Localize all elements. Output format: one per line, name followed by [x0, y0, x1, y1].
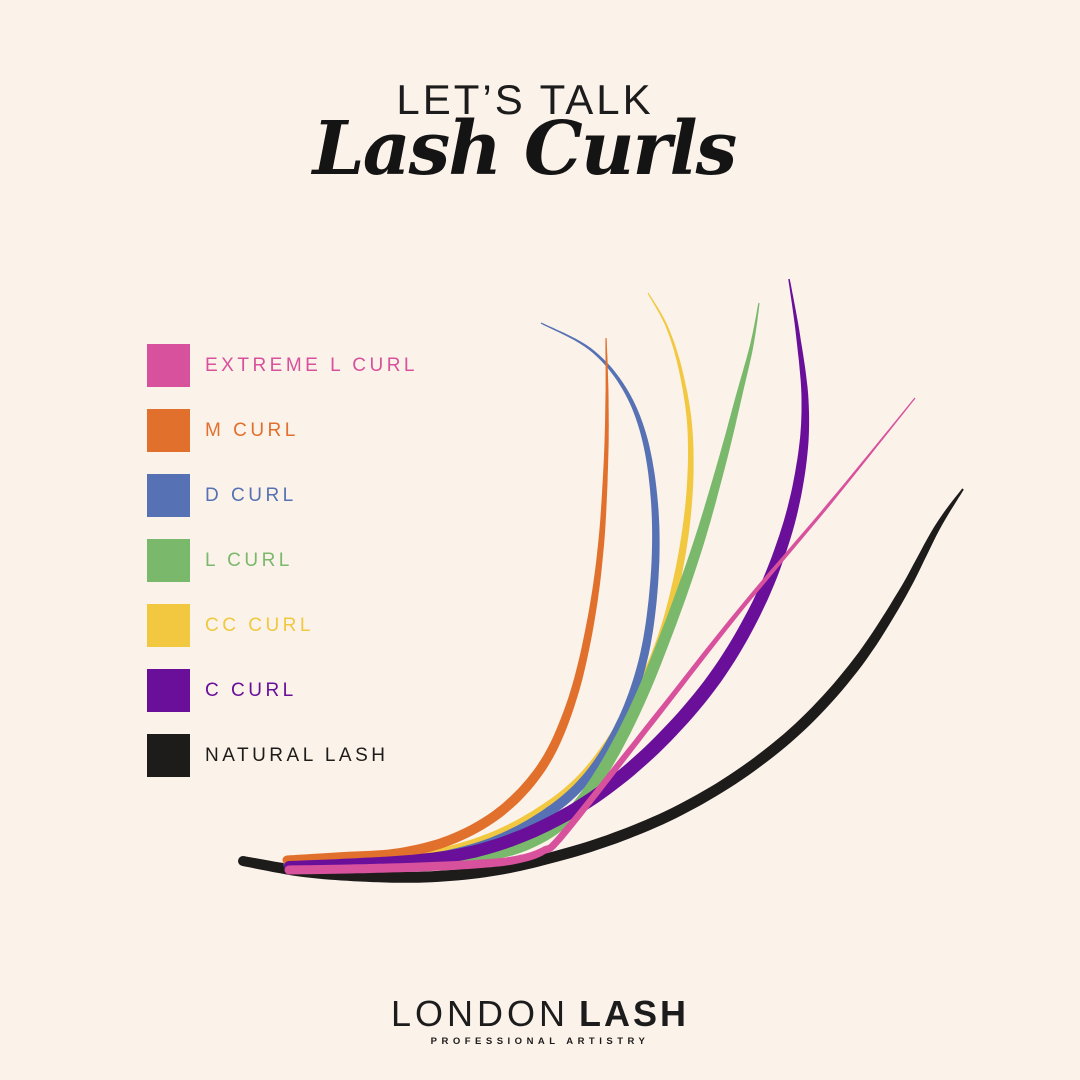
legend-label-cc-curl: CC CURL [205, 614, 314, 636]
legend-item-natural-lash: NATURAL LASH [147, 734, 418, 777]
legend-label-natural-lash: NATURAL LASH [205, 744, 389, 766]
brand-name-london: LONDON [390, 993, 570, 1034]
legend-label-c-curl: C CURL [205, 679, 297, 701]
legend-swatch-c-curl [147, 669, 190, 712]
legend-item-l-curl: L CURL [147, 539, 418, 582]
legend-item-m-curl: M CURL [147, 409, 418, 452]
legend-label-m-curl: M CURL [205, 419, 299, 441]
brand-logo: LONDON LASH PROFESSIONAL ARTISTRY [0, 996, 1080, 1048]
legend-swatch-extreme-l-curl [147, 344, 190, 387]
brand-name: LONDON LASH [0, 996, 1080, 1032]
brand-name-lash: LASH [579, 993, 690, 1034]
lash-base-cap-natural-lash [238, 856, 248, 866]
legend-label-d-curl: D CURL [205, 484, 297, 506]
legend-item-d-curl: D CURL [147, 474, 418, 517]
title-eyebrow: LET’S TALK [396, 76, 654, 123]
legend-swatch-l-curl [147, 539, 190, 582]
legend-swatch-d-curl [147, 474, 190, 517]
legend-swatch-m-curl [147, 409, 190, 452]
legend-item-cc-curl: CC CURL [147, 604, 418, 647]
legend-swatch-cc-curl [147, 604, 190, 647]
page-title: Lash Curls [312, 106, 738, 192]
brand-tagline: PROFESSIONAL ARTISTRY [430, 1036, 650, 1047]
lash-curve-c-curl [288, 278, 810, 871]
legend-label-extreme-l-curl: EXTREME L CURL [205, 354, 418, 376]
lash-base-cap-extreme-l-curl [284, 865, 294, 875]
legend-item-extreme-l-curl: EXTREME L CURL [147, 344, 418, 387]
legend-label-l-curl: L CURL [205, 549, 293, 571]
curl-legend: EXTREME L CURL M CURL D CURL L CURL CC CURL C… [147, 344, 418, 799]
legend-swatch-natural-lash [147, 734, 190, 777]
legend-item-c-curl: C CURL [147, 669, 418, 712]
